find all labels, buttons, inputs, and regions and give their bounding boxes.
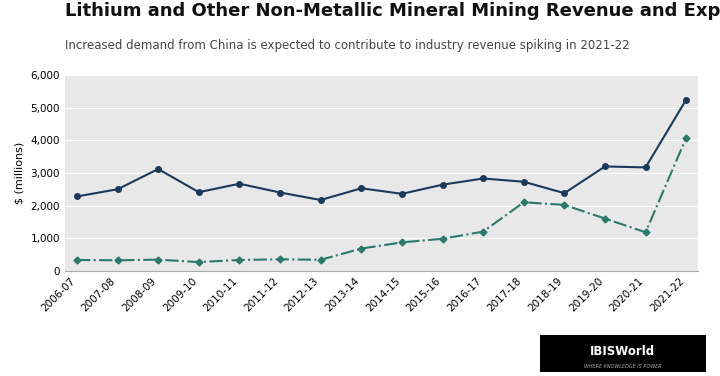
Text: IBISWorld: IBISWorld — [590, 345, 655, 358]
Y-axis label: $ (millions): $ (millions) — [15, 142, 25, 204]
Text: Increased demand from China is expected to contribute to industry revenue spikin: Increased demand from China is expected … — [65, 39, 629, 53]
Text: WHERE KNOWLEDGE IS POWER: WHERE KNOWLEDGE IS POWER — [584, 364, 662, 369]
Text: Lithium and Other Non-Metallic Mineral Mining Revenue and Exports: Lithium and Other Non-Metallic Mineral M… — [65, 2, 720, 20]
